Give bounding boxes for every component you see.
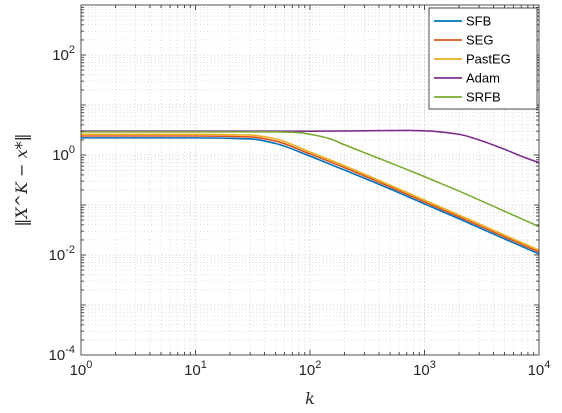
y-tick-exponent: 2 <box>69 44 75 56</box>
x-tick-label: 102 <box>299 359 322 379</box>
axis-ticks <box>81 5 539 355</box>
x-tick-exponent: 2 <box>315 359 321 371</box>
legend-label-seg: SEG <box>466 33 493 48</box>
y-tick-label: 100 <box>52 144 75 164</box>
y-tick-exponent: -4 <box>65 344 75 356</box>
legend: SFB SEG PastEG Adam SRFB <box>428 7 538 110</box>
y-tick-label: 10-4 <box>49 344 75 364</box>
y-tick-base: 10 <box>52 47 69 64</box>
x-tick-exponent: 4 <box>544 359 550 371</box>
y-axis-label: ‖X^K − x*‖ <box>12 133 31 226</box>
x-tick-labels: 100 101 102 103 104 <box>70 359 551 379</box>
x-axis-label: k <box>305 389 315 408</box>
x-tick-base: 10 <box>528 362 545 379</box>
legend-label-pasteg: PastEG <box>466 52 511 67</box>
x-tick-base: 10 <box>184 362 201 379</box>
y-tick-exponent: -2 <box>65 244 75 256</box>
y-tick-base: 10 <box>49 347 66 364</box>
x-tick-exponent: 3 <box>430 359 436 371</box>
x-tick-base: 10 <box>413 362 430 379</box>
y-tick-base: 10 <box>52 147 69 164</box>
x-tick-label: 103 <box>413 359 436 379</box>
y-tick-label: 102 <box>52 44 75 64</box>
series-line-pasteg <box>81 133 540 251</box>
series-line-srfb <box>81 131 540 228</box>
x-tick-exponent: 0 <box>86 359 92 371</box>
y-tick-base: 10 <box>49 247 66 264</box>
x-tick-label: 104 <box>528 359 551 379</box>
x-tick-base: 10 <box>70 362 87 379</box>
x-tick-exponent: 1 <box>201 359 207 371</box>
legend-label-sfb: SFB <box>466 14 491 29</box>
y-tick-label: 10-2 <box>49 244 75 264</box>
legend-label-srfb: SRFB <box>466 90 501 105</box>
series-line-seg <box>80 135 540 253</box>
x-tick-base: 10 <box>299 362 316 379</box>
series-line-sfb <box>80 137 540 255</box>
y-tick-exponent: 0 <box>69 144 75 156</box>
x-tick-label: 100 <box>70 359 93 379</box>
x-tick-label: 101 <box>184 359 207 379</box>
series-layer <box>80 129 540 255</box>
legend-label-adam: Adam <box>466 71 500 86</box>
